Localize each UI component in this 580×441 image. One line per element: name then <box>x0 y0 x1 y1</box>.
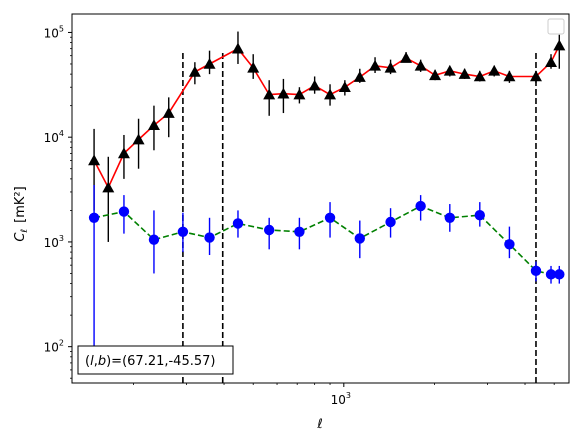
svg-text:Cℓ[mK²]: Cℓ [mK²] <box>13 186 30 241</box>
data-point <box>353 71 366 82</box>
x-axis-label: ℓ <box>316 417 322 432</box>
data-point <box>177 226 189 237</box>
data-point <box>474 209 485 221</box>
data-point <box>415 200 426 212</box>
y-tick-label: 102 <box>44 339 64 355</box>
data-point <box>530 265 542 277</box>
data-point <box>263 224 275 236</box>
annotation-border <box>77 345 234 375</box>
data-point <box>429 69 442 81</box>
series-2 <box>88 184 565 357</box>
axes-border <box>71 13 570 384</box>
legend <box>547 18 565 35</box>
data-point <box>503 70 516 82</box>
data-point <box>473 70 486 82</box>
data-point <box>148 234 160 245</box>
data-point <box>488 64 501 76</box>
data-point <box>231 42 244 54</box>
y-axis-label: Cℓ [mK²] <box>13 186 30 241</box>
plot-area <box>88 31 566 383</box>
data-point <box>354 233 365 244</box>
y-axis-label-subscript: ℓ <box>20 229 30 234</box>
data-point <box>118 206 130 217</box>
series-1 <box>88 31 566 242</box>
data-point <box>554 269 565 280</box>
data-point <box>277 87 290 99</box>
ticks: 102 103 104 105 103 <box>44 24 555 407</box>
axes-frame <box>71 13 570 384</box>
annotation-box: (l,b)=(67.21,-45.57) <box>77 345 234 375</box>
data-point <box>385 216 396 228</box>
data-point <box>147 119 160 131</box>
data-point <box>504 239 515 250</box>
data-point <box>369 59 382 71</box>
data-point <box>102 181 115 193</box>
y-tick-label: 103 <box>44 234 64 250</box>
data-point <box>414 59 427 71</box>
data-point <box>204 232 215 243</box>
data-point <box>545 269 557 280</box>
annotation-text: (l,b)=(67.21,-45.57) <box>85 354 215 369</box>
data-point <box>324 88 337 100</box>
data-point <box>88 212 100 223</box>
data-point <box>263 88 276 100</box>
legend-box <box>547 18 565 35</box>
series-line <box>93 205 560 276</box>
x-tick-label: 103 <box>331 391 351 407</box>
data-point <box>294 226 305 237</box>
data-point <box>443 64 456 76</box>
data-point <box>203 57 216 69</box>
data-point <box>444 212 456 223</box>
data-point <box>545 56 558 67</box>
y-axis-label-unit: [mK²] <box>13 186 28 223</box>
data-point <box>293 88 306 100</box>
data-point <box>232 218 244 229</box>
data-point <box>117 147 130 159</box>
y-axis-label-symbol: C <box>13 232 28 242</box>
data-point <box>308 79 321 91</box>
data-point <box>458 68 471 79</box>
data-point <box>88 154 101 166</box>
data-point <box>132 133 145 145</box>
data-point <box>338 81 351 93</box>
data-point <box>324 212 336 223</box>
data-point <box>553 39 566 51</box>
data-point <box>384 61 397 73</box>
data-point <box>400 52 413 63</box>
y-tick-label: 105 <box>44 24 64 40</box>
data-point <box>529 70 542 82</box>
data-point <box>247 61 260 73</box>
data-point <box>188 65 201 77</box>
data-point <box>162 107 175 118</box>
y-tick-label: 104 <box>44 129 64 145</box>
